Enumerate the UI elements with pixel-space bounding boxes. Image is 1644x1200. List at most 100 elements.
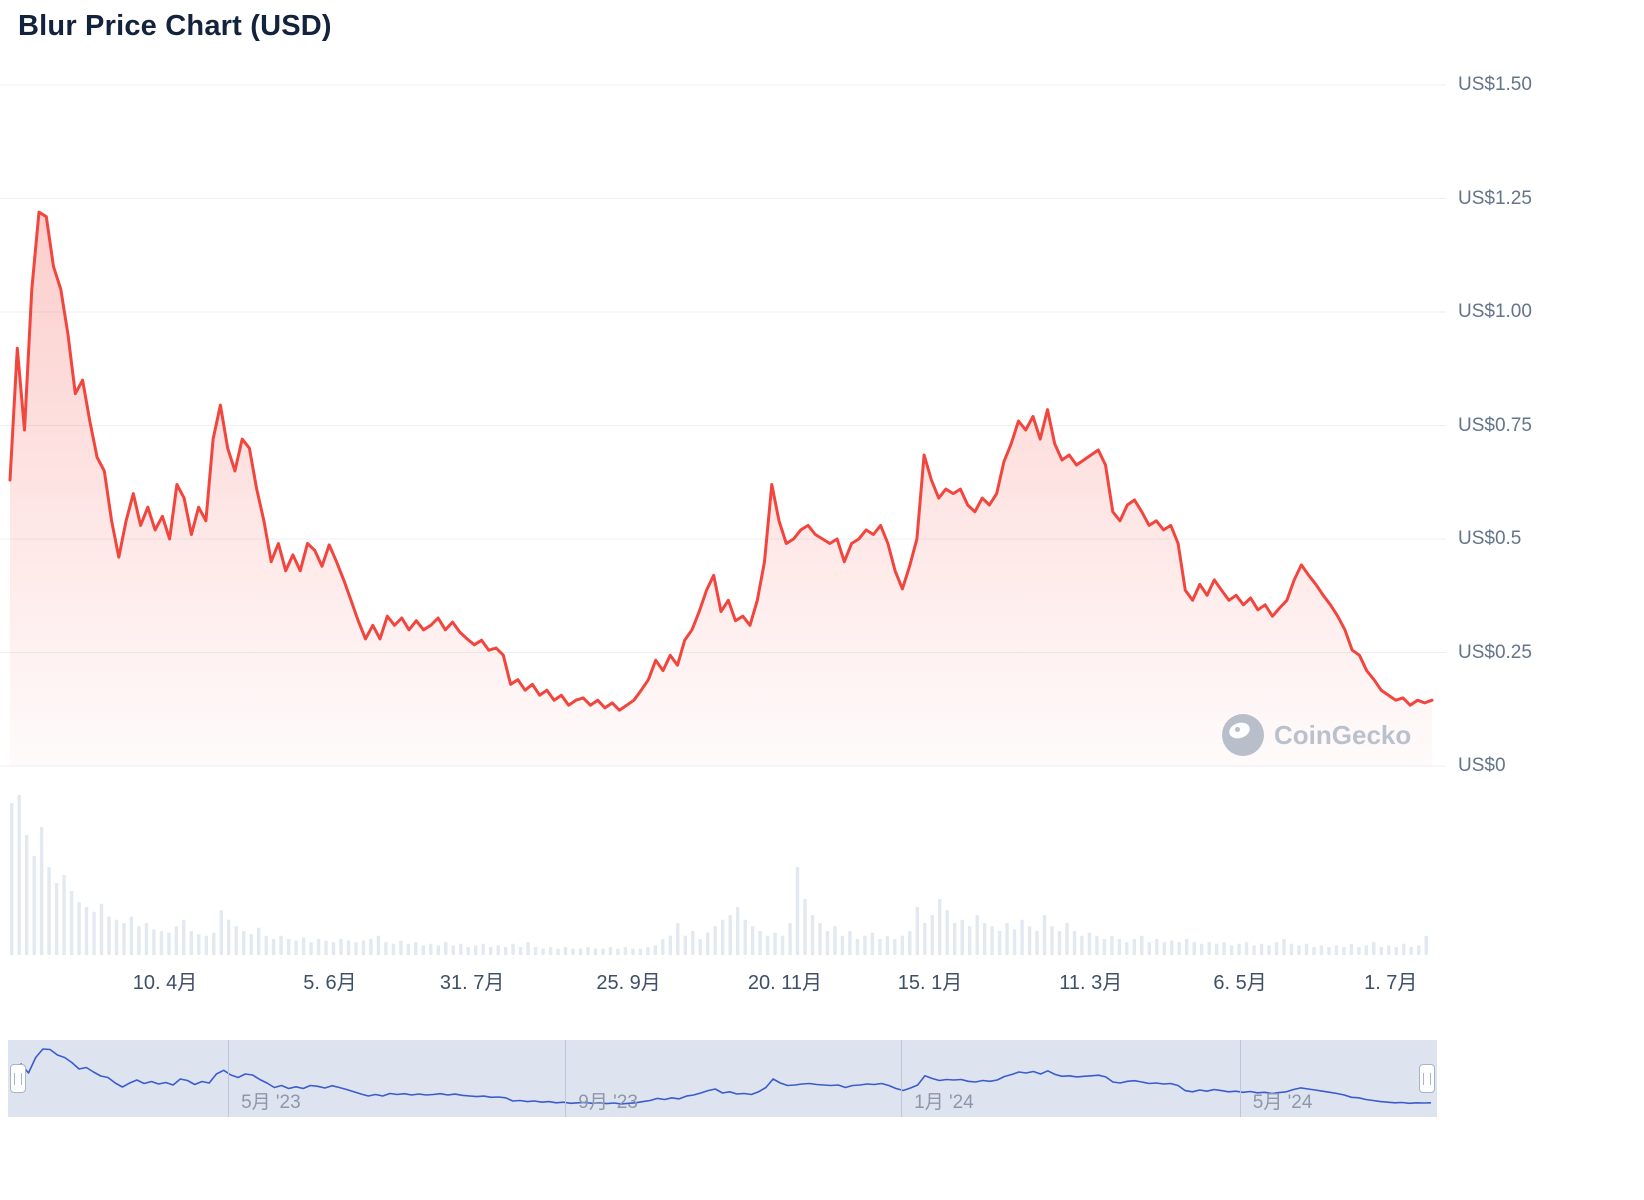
page-title: Blur Price Chart (USD) (18, 10, 332, 42)
volume-bar (563, 947, 568, 955)
handle-grip-icon (14, 1072, 22, 1085)
navigator-divider (901, 1040, 903, 1117)
volume-bar (743, 919, 747, 955)
x-axis-label: 25. 9月 (596, 972, 661, 994)
volume-bar (1170, 940, 1174, 955)
volume-bar (331, 942, 336, 955)
volume-bar (1229, 945, 1234, 955)
volume-bar (990, 926, 994, 955)
volume-bar (953, 923, 957, 955)
volume-bar (863, 935, 867, 955)
x-axis-label: 11. 3月 (1059, 972, 1123, 994)
volume-bar (1259, 943, 1264, 955)
volume-bar (39, 827, 44, 955)
volume-bar (25, 835, 29, 955)
volume-bar (571, 948, 575, 955)
volume-bar (384, 942, 388, 955)
volume-bar (1372, 942, 1376, 955)
volume-bar (1357, 947, 1361, 955)
volume-bar (1012, 929, 1017, 955)
volume-bar (264, 935, 268, 955)
volume-bar (436, 945, 440, 955)
volume-bar (414, 942, 418, 955)
volume-bar (1402, 943, 1406, 955)
volume-bar (915, 907, 919, 955)
volume-bar (1005, 923, 1009, 955)
volume-bar (825, 931, 830, 955)
volume-bar (1080, 935, 1084, 955)
volume-bar (661, 939, 665, 955)
volume-bar (1282, 939, 1286, 955)
volume-bar (62, 875, 66, 955)
volume-bar (144, 923, 149, 955)
volume-bar (489, 947, 493, 955)
volume-bar (152, 929, 156, 955)
volume-bar (593, 948, 598, 955)
navigator-label: 5月 '23 (241, 1092, 301, 1113)
volume-bar (1417, 945, 1421, 955)
range-navigator[interactable]: 5月 '23 9月 '23 1月 '24 5月 '24 (8, 1040, 1437, 1117)
volume-bar (279, 935, 283, 955)
volume-bar (77, 902, 81, 955)
volume-bar (1349, 943, 1354, 955)
volume-bar (421, 945, 425, 955)
volume-bar (316, 939, 321, 955)
volume-bar (1057, 931, 1062, 955)
volume-bar (47, 867, 51, 955)
navigator-handle-left[interactable] (10, 1064, 26, 1093)
volume-bar (197, 934, 201, 955)
volume-bar (997, 931, 1002, 955)
x-axis-label: 10. 4月 (132, 972, 198, 994)
volume-bar (137, 926, 141, 955)
coingecko-logo-icon (1222, 714, 1264, 756)
watermark-label: CoinGecko (1274, 719, 1412, 750)
volume-bar (122, 923, 126, 955)
volume-bar (810, 915, 815, 955)
y-axis-label: US$0.25 (1458, 641, 1532, 663)
volume-bar (885, 935, 890, 955)
y-axis-label: US$0.5 (1458, 528, 1522, 549)
volume-bar (1215, 943, 1219, 955)
volume-bar (646, 947, 650, 955)
volume-bar (361, 940, 366, 955)
volume-bar (975, 915, 979, 955)
volume-bar (474, 945, 478, 955)
volume-bar (556, 948, 560, 955)
volume-bar (466, 947, 470, 955)
volume-bar (1334, 945, 1339, 955)
volume-bar (908, 931, 912, 955)
volume-bar (623, 947, 628, 955)
volume-bar (1327, 947, 1331, 955)
volume-bar (1364, 945, 1368, 955)
volume-bar (17, 795, 21, 955)
volume-bar (1222, 942, 1226, 955)
volume-bar (750, 926, 755, 955)
volume-bar (676, 923, 680, 955)
volume-bar (1177, 942, 1181, 955)
volume-bar (518, 947, 523, 955)
volume-bar (653, 945, 657, 955)
navigator-handle-right[interactable] (1419, 1064, 1435, 1093)
volume-bar (346, 940, 351, 955)
volume-bar (301, 937, 306, 955)
navigator-divider (228, 1040, 230, 1117)
navigator-divider (565, 1040, 567, 1117)
volume-bar (758, 931, 762, 955)
volume-bar (721, 919, 725, 955)
volume-bar (182, 919, 186, 955)
volume-bar (1200, 943, 1204, 955)
volume-bar (504, 947, 508, 955)
volume-bar (1140, 935, 1144, 955)
volume-bar (736, 907, 740, 955)
volume-bar (1185, 939, 1189, 955)
volume-bar (631, 948, 635, 955)
volume-bar (10, 803, 14, 955)
volume-bar (586, 947, 590, 955)
volume-bar (1192, 942, 1196, 955)
volume-bar (1147, 942, 1151, 955)
volume-bar (167, 932, 171, 955)
price-chart[interactable] (0, 0, 1644, 1010)
volume-bar (533, 947, 538, 955)
volume-bar (616, 948, 620, 955)
